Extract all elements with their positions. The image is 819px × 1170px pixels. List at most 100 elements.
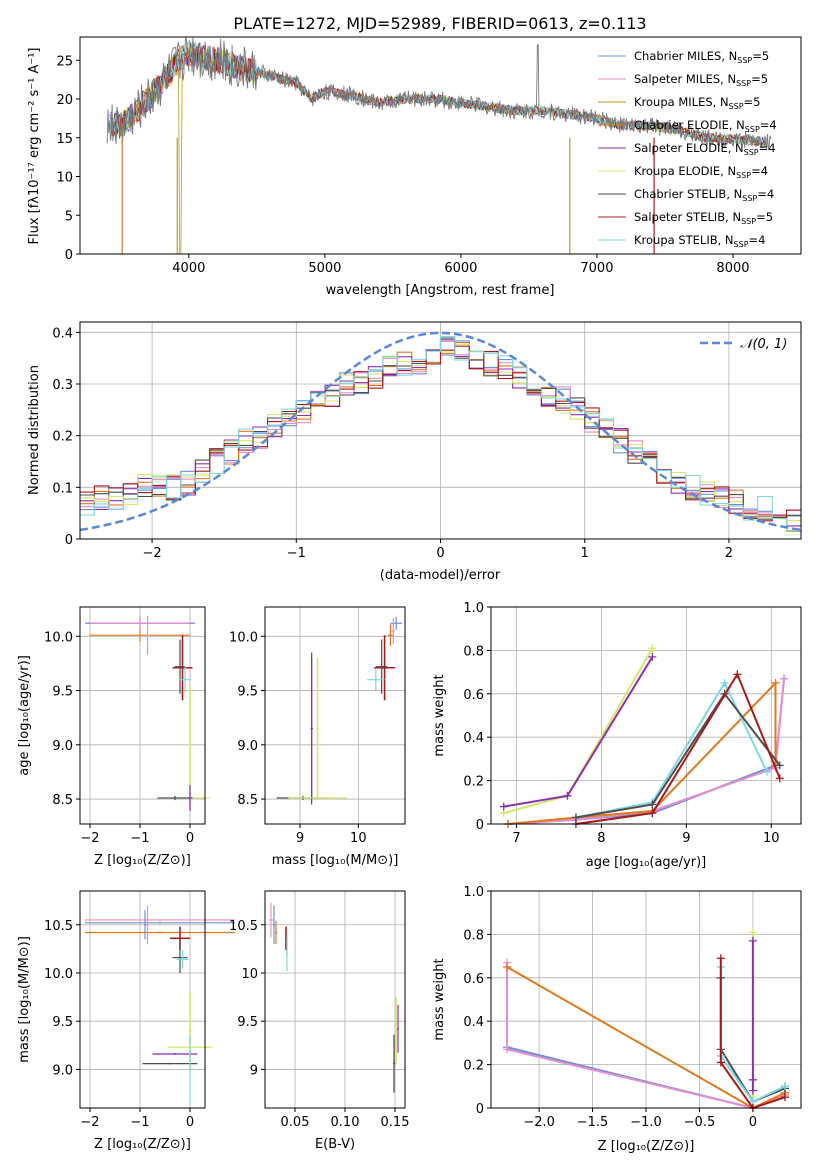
x-axis-label: E(B-V) — [315, 1137, 355, 1152]
y-tick-label: 9.5 — [52, 685, 73, 700]
axes-frame — [490, 890, 802, 1109]
residuals-panel: −2 −1 0 1 200.10.20.30.4 (data-model)/error … — [27, 321, 802, 583]
residual-histogram — [80, 345, 801, 522]
spectrum-series — [106, 37, 772, 255]
y-tick-label: 0.2 — [463, 775, 484, 790]
mass-weight-marker — [748, 936, 757, 945]
y-tick-label: 5 — [65, 209, 73, 224]
x-tick-label: 0 — [186, 831, 194, 846]
x-tick-label: 5000 — [308, 261, 341, 276]
weight-vs-age-panel: 7 8 9 10 0 0.2 0.4 0.6 0.8 1.0 age [log₁₀(age/yr)]… — [432, 601, 802, 870]
residual-histogram — [80, 335, 801, 532]
y-tick-label: 10 — [56, 171, 73, 186]
y-axis-label: mass [log₁₀(M/M⊙)] — [17, 936, 32, 1063]
x-tick-label: 0 — [436, 546, 444, 561]
y-tick-label: 0 — [65, 248, 73, 263]
legend-entry: Chabrier MILES, NSSP=5 — [634, 49, 769, 65]
mass-vs-ebv-panel: 0.05 0.10 0.15 9 9.5 10 10.5 E(B-V) — [229, 890, 410, 1152]
y-tick-label: 1.0 — [463, 885, 484, 900]
axes-frame — [79, 890, 206, 1109]
mass-weight-marker — [648, 644, 657, 653]
spectrum-ylabel: Flux [fλ10⁻¹⁷ erg cm⁻² s⁻¹ A⁻¹] — [27, 48, 42, 245]
x-axis-label: Z [log₁₀(Z/Z⊙)] — [598, 1139, 695, 1154]
y-tick-label: 9.0 — [237, 739, 258, 754]
x-tick-label: −2.0 — [523, 1115, 555, 1130]
legend-entry: Chabrier STELIB, NSSP=4 — [634, 187, 774, 203]
mass-weight-line — [719, 958, 786, 1110]
y-tick-label: 10.0 — [44, 630, 73, 645]
y-tick-label: 0 — [65, 533, 73, 548]
spectrum-legend: Chabrier MILES, NSSP=5 Salpeter MILES, NS… — [598, 49, 777, 249]
mass-weight-marker — [748, 1075, 757, 1084]
y-tick-label: 0.6 — [463, 972, 484, 987]
spectrum-axes-frame — [79, 36, 802, 255]
legend-entry: Kroupa ELODIE, NSSP=4 — [634, 164, 768, 180]
y-tick-label: 10 — [241, 967, 258, 982]
y-axis-label: mass weight — [432, 674, 447, 756]
x-tick-label: −2 — [143, 546, 162, 561]
age-vs-mass-panel: 9 10 8.5 9.0 9.5 10.0 mass [log₁₀(M/M⊙)] — [229, 606, 406, 868]
mass-weight-line — [507, 678, 785, 825]
x-tick-label: −2 — [80, 831, 99, 846]
y-tick-label: 0.1 — [52, 481, 73, 496]
x-tick-label: 4000 — [172, 261, 205, 276]
y-tick-label: 10.5 — [229, 919, 258, 934]
x-tick-label: −1.5 — [577, 1115, 609, 1130]
y-tick-label: 10.0 — [44, 967, 73, 982]
y-tick-label: 9.0 — [52, 739, 73, 754]
x-axis-label: mass [log₁₀(M/M⊙)] — [272, 853, 399, 868]
mass-vs-Z-panel: −2 −1 0 9.0 9.5 10.0 10.5 Z [log₁₀(Z/Z⊙)] mass [… — [17, 890, 235, 1152]
x-tick-label: 7000 — [580, 261, 613, 276]
y-tick-label: 0.2 — [52, 430, 73, 445]
x-axis-label: Z [log₁₀(Z/Z⊙)] — [94, 853, 191, 868]
y-tick-label: 9.5 — [237, 685, 258, 700]
y-tick-label: 9.0 — [52, 1063, 73, 1078]
x-tick-label: 0.15 — [381, 1115, 410, 1130]
mass-weight-line — [503, 656, 654, 808]
residuals-xlabel: (data-model)/error — [380, 568, 501, 583]
mass-weight-marker — [748, 928, 757, 937]
x-tick-label: −1 — [287, 546, 306, 561]
x-tick-label: 10 — [350, 831, 367, 846]
y-tick-label: 9 — [250, 1063, 258, 1078]
x-tick-label: 9 — [682, 831, 690, 846]
y-tick-label: 9.5 — [237, 1015, 258, 1030]
mass-weight-marker — [748, 1086, 757, 1095]
mass-weight-line — [575, 680, 768, 819]
observed-spectrum-line — [106, 37, 772, 150]
y-tick-label: 1.0 — [463, 601, 484, 616]
mass-weight-marker — [780, 1093, 789, 1102]
x-tick-label: 0 — [749, 1115, 757, 1130]
y-tick-label: 0.8 — [463, 644, 484, 659]
mass-weight-line — [503, 647, 654, 815]
legend-entry: Salpeter MILES, NSSP=5 — [634, 72, 768, 88]
mass-weight-marker — [780, 674, 789, 683]
y-tick-label: 8.5 — [237, 793, 258, 808]
age-vs-Z-panel: −2 −1 0 8.5 9.0 9.5 10.0 Z [log₁₀(Z/Z⊙)] age [lo… — [17, 606, 210, 868]
x-tick-label: 9 — [296, 831, 304, 846]
mass-weight-line — [575, 672, 781, 825]
legend-normal-label: 𝒩(0, 1) — [740, 337, 787, 352]
axes-frame — [490, 606, 802, 825]
mass-weight-marker — [648, 800, 657, 809]
mass-weight-marker — [716, 1058, 725, 1067]
mass-weight-line — [575, 692, 781, 819]
mass-weight-marker — [503, 1045, 512, 1054]
mass-weight-marker — [733, 670, 742, 679]
legend-entry: Chabrier ELODIE, NSSP=4 — [634, 118, 777, 134]
mass-weight-marker — [780, 1082, 789, 1091]
mass-weight-marker — [716, 954, 725, 963]
y-tick-label: 0.8 — [463, 928, 484, 943]
x-tick-label: 0.05 — [281, 1115, 310, 1130]
weight-vs-Z-panel: −2.0 −1.5 −1.0 −0.5 0 0 0.2 0.4 0.6 0.8 1.0 Z [log₁… — [432, 885, 802, 1154]
x-tick-label: 2 — [725, 546, 733, 561]
y-tick-label: 0 — [476, 818, 484, 833]
mass-weight-marker — [720, 678, 729, 687]
spectrum-panel: 4000 5000 6000 7000 8000 0 5 10 15 20 25 wavelengt… — [27, 36, 802, 298]
residuals-grid-ticks: −2 −1 0 1 2 0 0.1 0.2 0.3 0.4 — [52, 322, 801, 561]
y-tick-label: 20 — [56, 93, 73, 108]
y-tick-label: 8.5 — [52, 793, 73, 808]
y-tick-label: 15 — [56, 132, 73, 147]
mass-weight-marker — [648, 809, 657, 818]
